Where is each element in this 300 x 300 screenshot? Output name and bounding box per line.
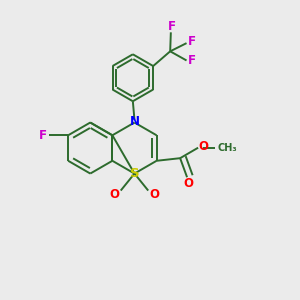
Text: CH₃: CH₃ — [217, 143, 237, 153]
Text: F: F — [188, 35, 195, 48]
Text: S: S — [130, 167, 139, 180]
Text: O: O — [110, 188, 120, 201]
Text: F: F — [168, 20, 176, 33]
Text: O: O — [149, 188, 159, 201]
Text: O: O — [184, 177, 194, 190]
Text: O: O — [198, 140, 208, 153]
Text: N: N — [130, 115, 140, 128]
Text: F: F — [39, 129, 47, 142]
Text: F: F — [188, 54, 195, 67]
